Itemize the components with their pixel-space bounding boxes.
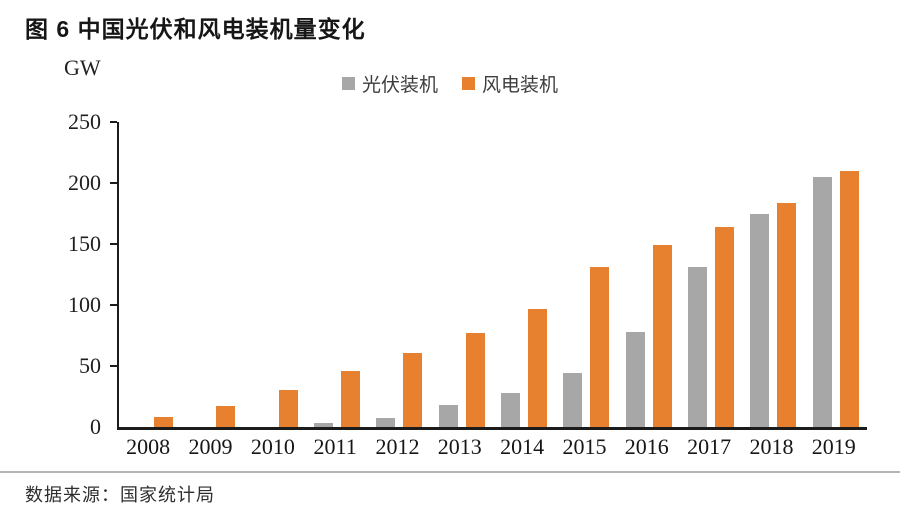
bar-group-2013 (431, 122, 493, 427)
bar-光伏装机-2018 (750, 213, 770, 427)
x-tick-label-2009: 2009 (188, 434, 233, 459)
bar-风电装机-2018 (777, 202, 797, 427)
y-tick-label: 100 (68, 292, 101, 317)
bar-光伏装机-2012 (376, 418, 396, 427)
bar-风电装机-2009 (216, 406, 236, 427)
legend-swatch-icon (341, 77, 355, 90)
legend-item-0: 光伏装机 (341, 70, 438, 97)
y-tick-mark (110, 182, 117, 184)
bar-光伏装机-2011 (314, 423, 334, 427)
bar-光伏装机-2019 (812, 176, 832, 427)
bar-风电装机-2011 (341, 370, 361, 427)
x-tick-label-2012: 2012 (375, 434, 420, 459)
x-tick-label-2014: 2014 (500, 434, 545, 459)
x-tick-label-2010: 2010 (250, 434, 295, 459)
bar-group-2018 (742, 122, 804, 427)
y-tick-mark (110, 304, 117, 306)
bar-group-2008 (119, 122, 181, 427)
y-tick-mark (110, 365, 117, 367)
bar-group-2017 (680, 122, 742, 427)
bar-光伏装机-2015 (563, 373, 583, 427)
legend-swatch-icon (462, 77, 475, 90)
footer-divider-line (0, 471, 900, 473)
y-tick-label: 50 (79, 353, 101, 378)
bar-风电装机-2010 (278, 390, 298, 427)
chart-title: 图 6 中国光伏和风电装机量变化 (25, 16, 366, 42)
bar-group-2010 (244, 122, 306, 427)
x-tick-label-2019: 2019 (811, 434, 856, 459)
bar-风电装机-2014 (528, 308, 548, 427)
x-tick-label-2016: 2016 (624, 434, 669, 459)
y-tick-mark (110, 121, 117, 123)
bar-group-2014 (493, 122, 555, 427)
bar-group-2011 (306, 122, 368, 427)
bar-group-2016 (618, 122, 680, 427)
chart-legend: 光伏装机 风电装机 (0, 70, 900, 97)
y-tick-mark (110, 243, 117, 245)
bars-area (119, 122, 867, 427)
bar-光伏装机-2014 (501, 392, 521, 427)
y-axis: 0 50 100 150 200 250 (0, 111, 117, 438)
bar-风电装机-2012 (403, 352, 423, 427)
bar-风电装机-2013 (465, 333, 485, 427)
bar-风电装机-2019 (839, 170, 859, 427)
bar-风电装机-2017 (715, 226, 735, 427)
legend-label: 光伏装机 (361, 75, 438, 96)
bar-光伏装机-2017 (688, 267, 708, 427)
x-axis-labels: 2008 2009 2010 2011 2012 2013 2014 2015 2016 2017… (117, 434, 865, 460)
y-axis-unit-label: GW (64, 55, 101, 80)
y-tick-label: 0 (90, 414, 101, 439)
bar-风电装机-2016 (652, 245, 672, 427)
x-tick-label-2018: 2018 (749, 434, 794, 459)
bar-光伏装机-2016 (625, 331, 645, 427)
legend-label: 风电装机 (482, 75, 559, 96)
plot-area (117, 122, 867, 430)
y-tick-label: 150 (68, 231, 101, 256)
x-tick-label-2013: 2013 (437, 434, 482, 459)
legend-item-1: 风电装机 (462, 70, 558, 97)
x-tick-label-2011: 2011 (313, 434, 357, 459)
bar-光伏装机-2013 (438, 405, 458, 427)
data-source-note: 数据来源：国家统计局 (25, 485, 215, 505)
bar-group-2012 (368, 122, 430, 427)
bar-group-2015 (555, 122, 617, 427)
bar-group-2019 (805, 122, 867, 427)
x-tick-label-2015: 2015 (562, 434, 607, 459)
y-tick-label: 250 (68, 109, 101, 134)
bar-风电装机-2008 (154, 417, 174, 427)
y-tick-label: 200 (68, 170, 101, 195)
bar-group-2009 (181, 122, 243, 427)
bar-风电装机-2015 (590, 267, 610, 427)
x-tick-label-2017: 2017 (687, 434, 732, 459)
x-tick-label-2008: 2008 (126, 434, 171, 459)
